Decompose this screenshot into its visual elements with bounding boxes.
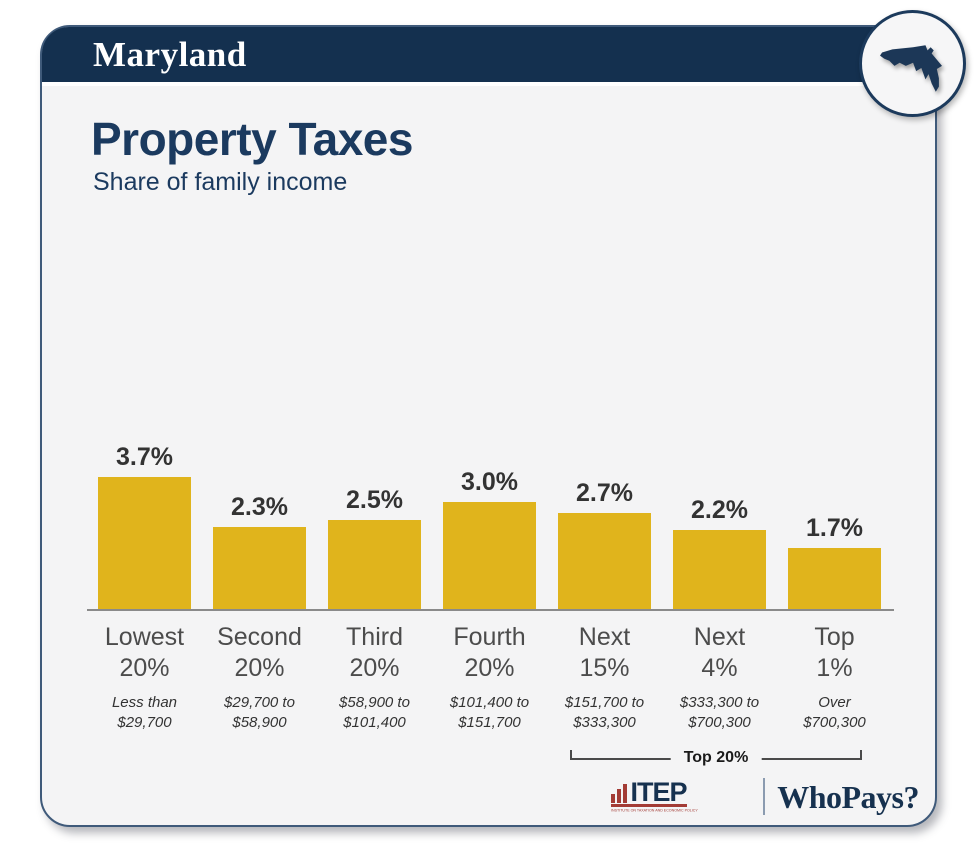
category-label-group: Lowest 20% Less than $29,700 xyxy=(87,622,202,733)
brand-divider xyxy=(763,778,766,815)
bar-column: 2.3% xyxy=(202,493,317,609)
category-label: Lowest 20% xyxy=(104,623,185,682)
income-range-label: Less than $29,700 xyxy=(111,694,178,731)
labels-row: Lowest 20% Less than $29,700 Second 20% $29,70… xyxy=(87,622,892,733)
bar-column: 1.7% xyxy=(777,514,892,609)
category-label: Next 15% xyxy=(578,623,631,682)
chart-card: Maryland Property Taxes Share of family … xyxy=(40,25,937,827)
bar xyxy=(213,526,306,609)
x-axis-line xyxy=(87,609,894,611)
category-label-group: Third 20% $58,900 to $101,400 xyxy=(317,622,432,733)
category-label-group: Second 20% $29,700 to $58,900 xyxy=(202,622,317,733)
itep-wordmark: ITEP xyxy=(630,776,688,807)
category-label-group: Next 4% $333,300 to $700,300 xyxy=(662,622,777,733)
top20-bracket: Top 20% xyxy=(570,749,862,767)
bar-value-label: 1.7% xyxy=(806,514,863,543)
state-name: Maryland xyxy=(93,34,247,74)
bar xyxy=(788,548,881,609)
itep-tagline: INSTITUTE ON TAXATION AND ECONOMIC POLIC… xyxy=(610,808,698,813)
category-label: Top 1% xyxy=(814,623,855,682)
card-header: Maryland xyxy=(42,27,935,86)
bar-value-label: 3.7% xyxy=(116,442,173,471)
state-shape-badge xyxy=(859,10,966,117)
category-label-group: Fourth 20% $101,400 to $151,700 xyxy=(432,622,547,733)
chart-subtitle: Share of family income xyxy=(93,168,348,196)
category-label: Third 20% xyxy=(346,623,403,682)
category-label: Fourth 20% xyxy=(453,623,526,682)
income-range-label: $101,400 to $151,700 xyxy=(449,694,530,731)
top20-bracket-label: Top 20% xyxy=(670,749,762,767)
bar-column: 2.5% xyxy=(317,486,432,609)
whopays-wordmark: WhoPays? xyxy=(777,779,919,815)
income-range-label: $58,900 to $101,400 xyxy=(339,694,410,731)
bar xyxy=(98,476,191,609)
itep-logo: ITEP INSTITUTE ON TAXATION AND ECONOMIC … xyxy=(610,776,756,815)
maryland-shape-icon xyxy=(879,44,942,92)
category-label: Next 4% xyxy=(693,623,746,682)
bar-value-label: 2.2% xyxy=(691,496,748,525)
bar-value-label: 3.0% xyxy=(461,467,518,496)
bars-row: 3.7% 2.3% 2.5% 3.0% 2.7% 2.2% 1.7% xyxy=(87,417,892,609)
category-label: Second 20% xyxy=(217,623,302,682)
income-range-label: Over $700,300 xyxy=(803,694,866,731)
bar xyxy=(443,501,536,609)
bar-column: 2.7% xyxy=(547,479,662,609)
income-range-label: $333,300 to $700,300 xyxy=(679,694,760,731)
bar-column: 2.2% xyxy=(662,496,777,609)
footer-branding: ITEP INSTITUTE ON TAXATION AND ECONOMIC … xyxy=(610,776,919,817)
category-label-group: Next 15% $151,700 to $333,300 xyxy=(547,622,662,733)
income-range-label: $29,700 to $58,900 xyxy=(224,694,295,731)
income-range-label: $151,700 to $333,300 xyxy=(564,694,645,731)
bar-value-label: 2.7% xyxy=(576,478,633,507)
bar xyxy=(673,530,766,609)
itep-bar-chart-icon xyxy=(610,783,629,803)
itep-logo-top: ITEP xyxy=(610,776,688,807)
category-label-group: Top 1% Over $700,300 xyxy=(777,622,892,733)
bar-value-label: 2.5% xyxy=(346,485,403,514)
bar-column: 3.7% xyxy=(87,443,202,609)
bar-column: 3.0% xyxy=(432,468,547,609)
bar xyxy=(328,519,421,609)
bar-value-label: 2.3% xyxy=(231,492,288,521)
bar xyxy=(558,512,651,609)
chart-title: Property Taxes xyxy=(91,113,413,165)
